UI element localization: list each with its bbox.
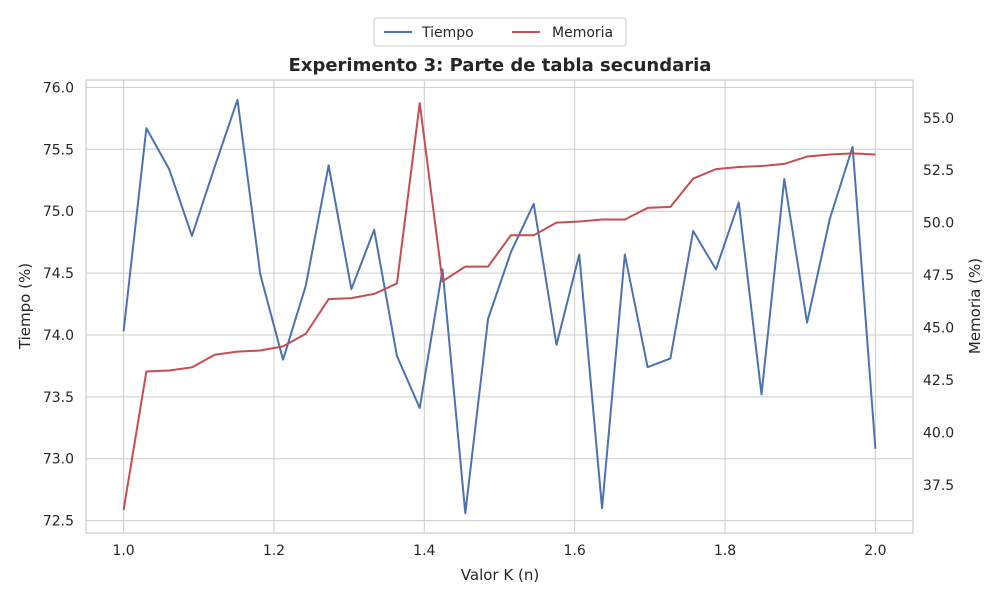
y-left-tick-label: 76.0	[43, 80, 74, 96]
legend: Tiempo Memoria	[373, 17, 627, 47]
y-right-tick-label: 55.0	[923, 111, 954, 127]
x-tick-label: 1.0	[112, 543, 134, 559]
y-left-tick-label: 72.5	[43, 514, 74, 530]
y-left-tick-label: 74.5	[43, 266, 74, 282]
y-right-axis-label: Memoria (%)	[966, 258, 984, 354]
x-tick-label: 1.6	[564, 543, 586, 559]
y-left-tick-label: 74.0	[43, 328, 74, 344]
y-right-axis-ticks: 37.5 40.0 42.5 45.0 47.5 50.0 52.5 55.0	[923, 111, 954, 494]
x-tick-label: 1.2	[263, 543, 285, 559]
chart-title: Experimento 3: Parte de tabla secundaria	[289, 55, 712, 76]
y-right-tick-label: 45.0	[923, 320, 954, 336]
y-right-tick-label: 42.5	[923, 373, 954, 389]
y-left-tick-label: 75.5	[43, 142, 74, 158]
y-right-tick-label: 52.5	[923, 163, 954, 179]
series-layer	[122, 98, 877, 515]
grid-lines	[86, 80, 913, 533]
y-left-tick-label: 75.0	[43, 204, 74, 220]
y-right-tick-label: 47.5	[923, 268, 954, 284]
x-tick-label: 2.0	[864, 543, 886, 559]
y-left-tick-label: 73.5	[43, 390, 74, 406]
y-left-axis-label: Tiempo (%)	[16, 263, 34, 350]
y-right-tick-label: 37.5	[923, 478, 954, 494]
series-line-memoria	[122, 102, 876, 511]
legend-label-memoria: Memoria	[552, 25, 613, 41]
y-left-tick-label: 73.0	[43, 452, 74, 468]
y-left-axis-ticks: 72.5 73.0 73.5 74.0 74.5 75.0 75.5 76.0	[43, 80, 74, 529]
x-tick-label: 1.8	[714, 543, 736, 559]
legend-box	[373, 17, 627, 47]
y-right-tick-label: 50.0	[923, 216, 954, 232]
x-axis-ticks: 1.0 1.2 1.4 1.6 1.8 2.0	[112, 543, 886, 559]
legend-label-tiempo: Tiempo	[421, 25, 474, 41]
plot-area-frame	[85, 79, 914, 534]
x-axis-label: Valor K (n)	[461, 566, 539, 584]
x-tick-label: 1.4	[413, 543, 435, 559]
y-right-tick-label: 40.0	[923, 425, 954, 441]
series-line-tiempo	[122, 98, 877, 515]
